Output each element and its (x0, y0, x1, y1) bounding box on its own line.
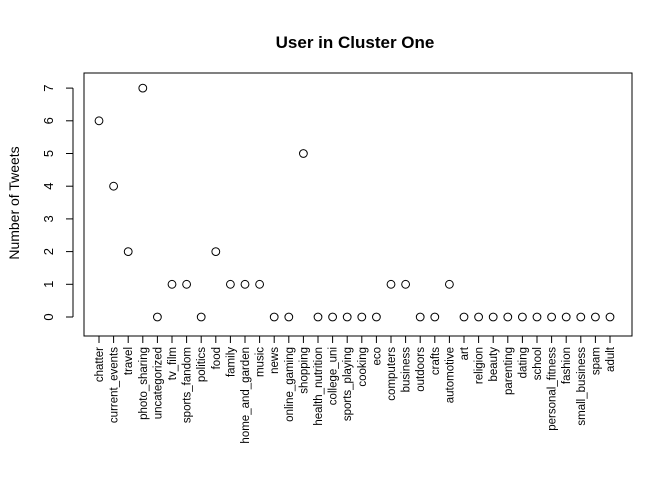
x-tick-label: sports_playing (342, 347, 354, 421)
x-tick-label: politics (196, 347, 208, 382)
data-point (357, 312, 367, 322)
x-tick-label: shopping (298, 347, 310, 394)
data-point (328, 312, 338, 322)
data-point (182, 279, 192, 289)
x-tick-label: spam (590, 347, 602, 375)
y-tick-label: 0 (41, 313, 56, 320)
y-tick-label: 2 (41, 248, 56, 255)
data-point (123, 247, 133, 257)
x-tick-label: uncategorized (152, 347, 164, 419)
data-point (459, 312, 469, 322)
data-point (299, 149, 308, 158)
data-points (94, 83, 615, 322)
data-point (415, 312, 425, 322)
x-tick-label: beauty (488, 347, 500, 382)
y-tick-label: 1 (41, 281, 56, 288)
x-tick-label: automotive (444, 347, 456, 403)
x-tick-label: sports_fandom (182, 347, 194, 423)
data-point (138, 83, 148, 93)
x-tick-label: current_events (109, 347, 121, 423)
y-tick-label: 7 (41, 84, 56, 91)
x-tick-label: computers (386, 347, 398, 401)
x-tick-label: adult (605, 346, 617, 372)
data-point (372, 312, 381, 322)
data-point (430, 312, 440, 322)
data-point (488, 312, 498, 322)
data-point (576, 312, 586, 322)
x-tick-label: school (532, 347, 544, 380)
data-point (211, 247, 221, 257)
data-point (255, 279, 265, 289)
x-tick-label: photo_sharing (138, 347, 150, 420)
data-point (503, 312, 513, 322)
data-point (386, 279, 396, 289)
data-point (94, 116, 104, 126)
x-tick-label: home_and_garden (240, 347, 252, 444)
x-tick-label: eco (371, 347, 383, 366)
y-tick-label: 3 (41, 215, 56, 222)
data-point (240, 279, 250, 289)
data-point (561, 312, 571, 322)
x-tick-label: religion (474, 347, 486, 384)
x-tick-label: food (211, 347, 223, 369)
x-tick-label: cooking (357, 347, 369, 387)
y-tick-label: 6 (41, 117, 56, 124)
data-point (518, 312, 527, 322)
x-tick-label: art (459, 346, 471, 360)
data-point (547, 312, 556, 322)
data-point (109, 181, 118, 191)
x-tick-label: dating (517, 347, 529, 378)
data-point (153, 312, 162, 322)
data-point (167, 279, 177, 289)
x-tick-label: travel (123, 347, 135, 375)
x-tick-label: family (225, 347, 237, 377)
x-tick-label: business (401, 347, 413, 393)
x-tick-label: health_nutrition (313, 347, 325, 426)
data-point (269, 312, 279, 322)
x-tick-label: small_business (576, 347, 588, 426)
y-tick-label: 5 (41, 150, 56, 157)
data-point (445, 279, 454, 289)
chart-title: User in Cluster One (276, 33, 435, 52)
x-tick-label: fashion (561, 347, 573, 384)
x-tick-label: crafts (430, 347, 442, 375)
data-point (591, 312, 600, 322)
x-tick-label: chatter (94, 347, 106, 382)
plot-frame (83, 72, 633, 337)
data-point (313, 312, 323, 322)
x-tick-label: music (255, 347, 267, 377)
x-tick-label: parenting (503, 347, 515, 395)
x-tick-label: tv_film (167, 347, 179, 380)
y-axis: 0 1 2 3 4 5 6 7 (41, 84, 74, 321)
x-axis: chatter current_events travel photo_sharing… (94, 335, 617, 444)
data-point (342, 312, 352, 322)
data-point (605, 312, 615, 322)
y-tick-label: 4 (41, 183, 56, 190)
data-point (284, 312, 294, 322)
x-tick-label: college_uni (328, 347, 340, 405)
data-point (401, 279, 411, 289)
data-point (226, 279, 235, 289)
x-tick-label: personal_fitness (547, 347, 559, 431)
data-point (196, 312, 206, 322)
data-point (532, 312, 542, 322)
x-tick-label: news (269, 347, 281, 374)
data-point (474, 312, 484, 322)
x-tick-label: online_gaming (284, 347, 296, 422)
x-tick-label: outdoors (415, 347, 427, 392)
y-axis-title: Number of Tweets (6, 146, 22, 259)
